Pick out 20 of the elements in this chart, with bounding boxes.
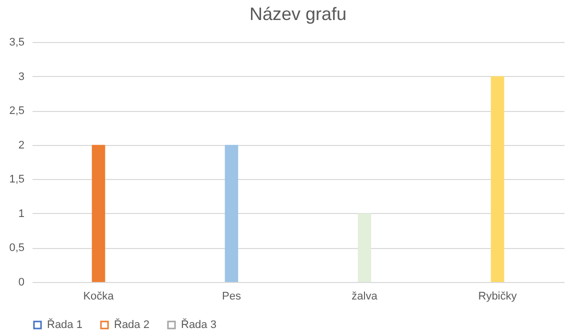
x-tick-label: Pes — [222, 290, 242, 302]
bar — [358, 213, 372, 282]
y-tick-label: 2,5 — [9, 105, 24, 118]
bar — [490, 76, 504, 282]
y-tick-label: 0,5 — [9, 242, 24, 254]
legend-label: Řada 2 — [114, 318, 150, 331]
y-tick-label: 2 — [18, 139, 24, 152]
y-tick-label: 1 — [18, 208, 24, 220]
y-tick-label: 3,5 — [9, 36, 24, 48]
legend-label: Řada 3 — [181, 318, 216, 331]
x-tick-label: žalva — [352, 290, 378, 302]
legend-label: Řada 1 — [47, 318, 82, 331]
y-tick-label: 0 — [18, 276, 24, 288]
x-tick-label: Kočka — [83, 290, 115, 302]
y-tick-label: 3 — [18, 70, 24, 83]
bar — [92, 144, 106, 282]
x-tick-label: Rybičky — [478, 290, 518, 302]
chart-title: Název grafu — [249, 4, 347, 24]
bar — [224, 144, 238, 282]
y-tick-label: 1,5 — [9, 174, 24, 186]
